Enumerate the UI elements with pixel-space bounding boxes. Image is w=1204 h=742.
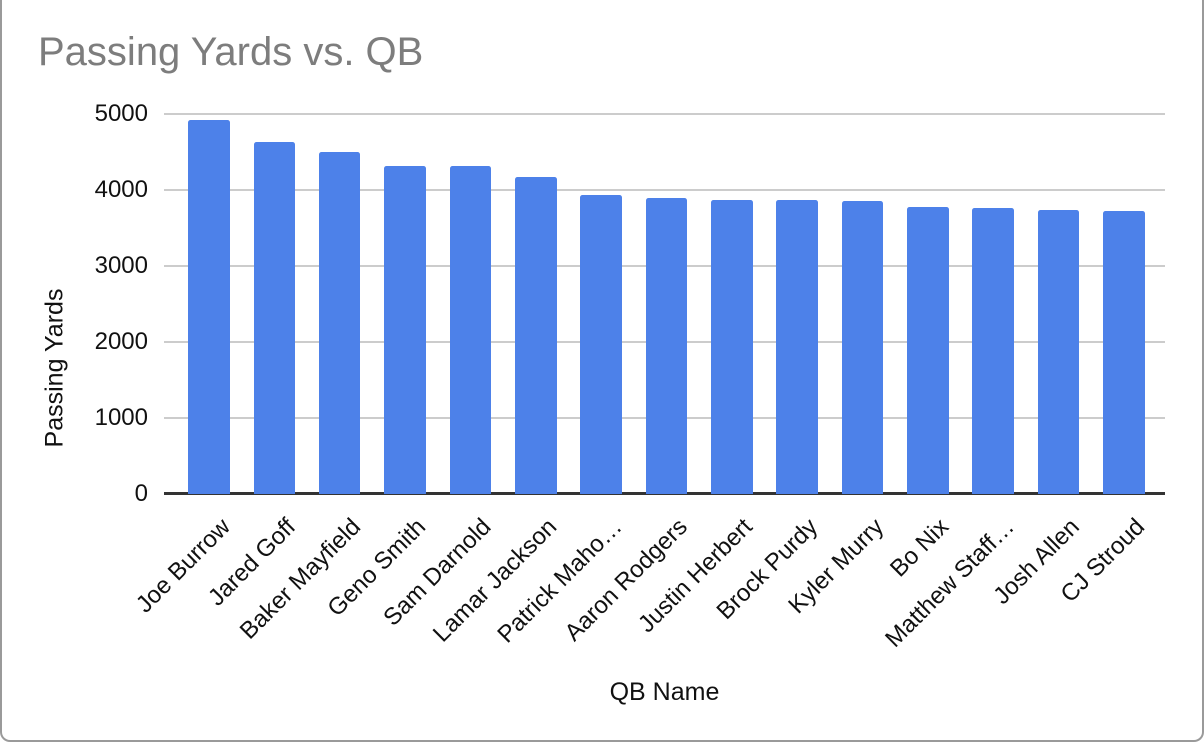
x-axis-title: QB Name <box>609 678 720 706</box>
y-tick-label: 5000 <box>94 100 148 127</box>
y-tick-label: 2000 <box>94 328 148 355</box>
bar <box>907 207 949 494</box>
bar <box>515 176 557 494</box>
bar <box>1103 210 1145 494</box>
y-tick-label: 1000 <box>94 404 148 431</box>
bar <box>645 197 688 494</box>
bar <box>1037 210 1080 494</box>
bar <box>253 142 296 494</box>
y-tick-label: 4000 <box>94 176 148 203</box>
bar <box>711 199 753 494</box>
plot-area <box>164 113 1165 495</box>
chart-title: Passing Yards vs. QB <box>38 30 424 74</box>
bar <box>580 195 622 494</box>
gridline <box>164 189 1165 191</box>
bar <box>318 152 361 494</box>
bar <box>972 208 1014 494</box>
bar <box>449 165 492 494</box>
bar <box>841 201 884 494</box>
y-tick-label: 0 <box>134 480 148 507</box>
bar <box>776 200 818 494</box>
bar <box>384 165 426 494</box>
y-tick-label: 3000 <box>94 252 148 279</box>
gridline <box>164 113 1165 115</box>
bar <box>188 120 230 494</box>
